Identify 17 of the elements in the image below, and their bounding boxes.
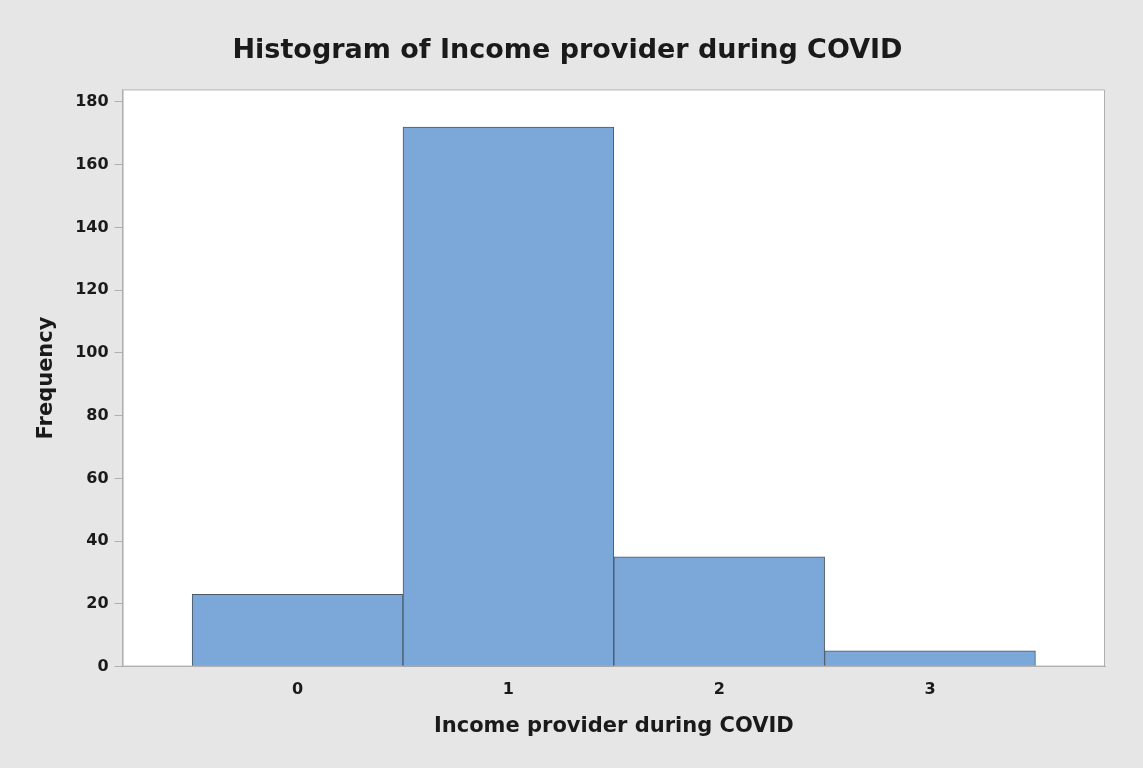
y-tick-label: 180	[75, 91, 109, 111]
y-tick-label: 100	[75, 342, 109, 362]
y-tick-label: 140	[75, 216, 109, 236]
y-tick-label: 60	[86, 467, 109, 487]
y-tick-label: 160	[75, 153, 109, 173]
x-tick-label: 3	[924, 679, 936, 699]
y-axis-title: Frequency	[33, 316, 58, 440]
y-tick-label: 0	[97, 655, 109, 675]
x-axis-title: Income provider during COVID	[433, 712, 794, 737]
x-tick-label: 0	[292, 679, 304, 699]
chart-title: Histogram of Income provider during COVID	[232, 33, 903, 65]
y-tick-label: 20	[86, 593, 109, 613]
y-tick-label: 40	[86, 530, 109, 550]
y-tick-label: 80	[86, 404, 109, 424]
x-tick-label: 2	[713, 679, 725, 699]
x-tick-label: 1	[502, 679, 514, 699]
y-tick-label: 120	[75, 279, 109, 299]
